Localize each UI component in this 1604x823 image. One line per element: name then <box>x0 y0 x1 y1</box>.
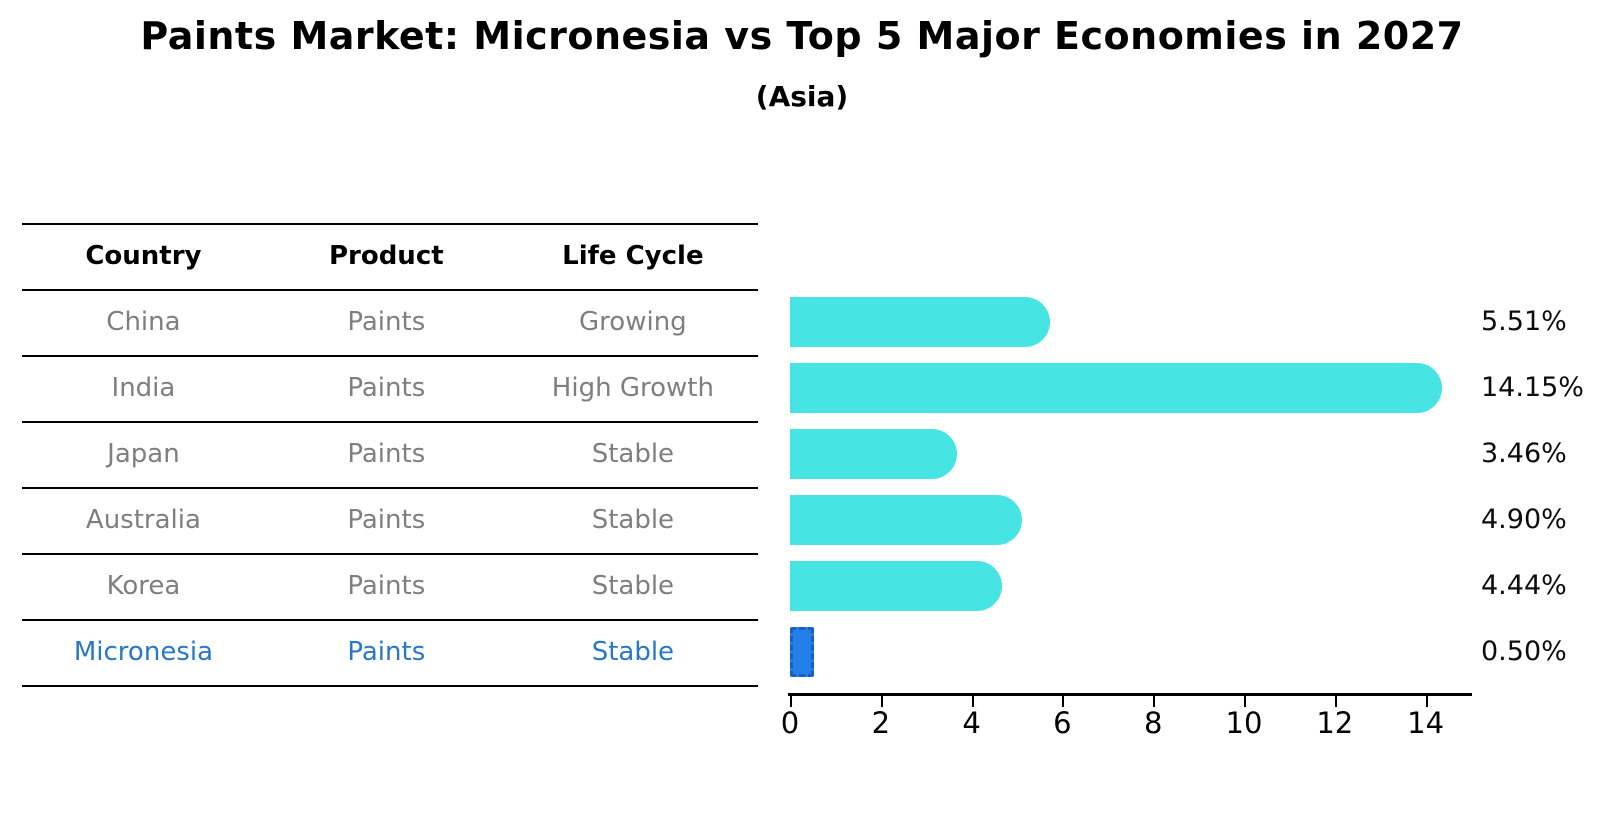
table-row-micronesia: Micronesia Paints Stable <box>22 619 758 685</box>
x-axis-line <box>788 693 1472 696</box>
cell-micronesia-life-cycle: Stable <box>591 637 675 667</box>
value-label-micronesia: 0.50% <box>1481 636 1567 667</box>
table-row-korea: Korea Paints Stable <box>22 553 758 619</box>
table-row-china: China Paints Growing <box>22 289 758 355</box>
table-divider-line <box>22 487 758 489</box>
value-label-india: 14.15% <box>1481 372 1584 403</box>
value-label-korea: 4.44% <box>1481 570 1567 601</box>
cell-australia-life-cycle: Stable <box>591 505 675 535</box>
x-tick-label-12: 12 <box>1316 706 1354 740</box>
x-tick-2 <box>880 696 883 707</box>
bar-korea <box>790 561 1002 611</box>
cell-micronesia-product: Paints <box>347 637 426 667</box>
x-tick-6 <box>1062 696 1065 707</box>
cell-micronesia-country: Micronesia <box>73 637 214 667</box>
table-divider-line <box>22 553 758 555</box>
table-divider-line <box>22 289 758 291</box>
table-row-australia: Australia Paints Stable <box>22 487 758 553</box>
cell-japan-life-cycle: Stable <box>591 439 675 469</box>
bar-australia <box>790 495 1022 545</box>
x-tick-14 <box>1425 696 1428 707</box>
cell-korea-country: Korea <box>106 571 181 601</box>
x-tick-label-2: 2 <box>871 706 891 740</box>
chart-title: Paints Market: Micronesia vs Top 5 Major… <box>140 14 1464 58</box>
x-tick-label-10: 10 <box>1225 706 1263 740</box>
column-header-product: Product <box>328 241 444 271</box>
bar-india <box>790 363 1442 413</box>
column-header-life-cycle: Life Cycle <box>562 241 704 271</box>
cell-australia-product: Paints <box>347 505 426 535</box>
cell-india-product: Paints <box>347 373 426 403</box>
cell-china-life-cycle: Growing <box>579 307 687 337</box>
x-tick-4 <box>971 696 974 707</box>
table-row-japan: Japan Paints Stable <box>22 421 758 487</box>
table-divider-line <box>22 421 758 423</box>
cell-china-country: China <box>106 307 181 337</box>
x-tick-10 <box>1244 696 1246 707</box>
table-divider-line <box>22 223 758 225</box>
cell-japan-country: Japan <box>107 439 180 469</box>
x-tick-label-14: 14 <box>1407 706 1445 740</box>
x-tick-label-4: 4 <box>962 706 981 740</box>
cell-china-product: Paints <box>347 307 426 337</box>
cell-korea-life-cycle: Stable <box>591 571 675 601</box>
cell-australia-country: Australia <box>85 505 201 535</box>
value-label-china: 5.51% <box>1481 306 1567 337</box>
table-divider-line <box>22 685 758 687</box>
x-tick-12 <box>1334 696 1337 707</box>
bar-japan <box>790 429 957 479</box>
bar-china <box>790 297 1050 347</box>
cell-japan-product: Paints <box>347 439 426 469</box>
value-label-japan: 3.46% <box>1481 438 1567 469</box>
cell-india-life-cycle: High Growth <box>551 373 714 403</box>
table-divider-line <box>22 355 758 357</box>
cell-korea-product: Paints <box>347 571 426 601</box>
table-divider-line <box>22 619 758 621</box>
cell-india-country: India <box>111 373 176 403</box>
x-tick-8 <box>1153 696 1156 707</box>
x-tick-0 <box>790 696 792 707</box>
x-tick-label-6: 6 <box>1053 706 1072 740</box>
column-header-country: Country <box>85 241 202 271</box>
table-header-row: Country Product Life Cycle <box>22 223 758 289</box>
value-label-australia: 4.90% <box>1481 504 1567 535</box>
table-row-india: India Paints High Growth <box>22 355 758 421</box>
x-tick-label-8: 8 <box>1143 706 1163 740</box>
x-tick-label-0: 0 <box>780 706 800 740</box>
bar-micronesia <box>790 627 814 677</box>
chart-subtitle: (Asia) <box>755 80 849 113</box>
